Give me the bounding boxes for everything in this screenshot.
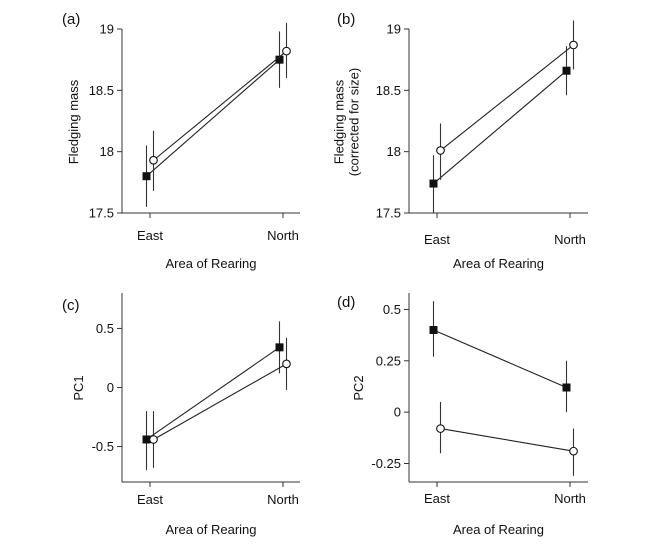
y-tick-label: -0.25 — [371, 456, 401, 471]
data-point-open-circle — [282, 359, 291, 369]
data-point-open-circle — [569, 40, 578, 50]
panel-label: (c) — [62, 297, 80, 314]
data-point-open-circle — [282, 46, 291, 56]
data-point-open-circle — [569, 446, 578, 456]
y-tick-label: 18 — [387, 144, 401, 159]
panel-label: (d) — [337, 294, 355, 311]
data-point-open-circle — [149, 155, 158, 165]
x-tick-label: East — [424, 491, 450, 506]
x-axis-label: Area of Rearing — [165, 522, 256, 537]
series-line — [153, 363, 287, 440]
x-axis-label: Area of Rearing — [453, 522, 544, 537]
data-point-open-circle — [436, 146, 445, 155]
series-line — [440, 428, 574, 452]
y-tick-label: 18.5 — [89, 83, 114, 98]
y-axis-label: PC2 — [351, 375, 366, 400]
x-tick-label: North — [554, 491, 586, 506]
y-tick-label: 0 — [107, 380, 114, 395]
panel-b: (b) 17.5 18 18.5 19 East North Area of Rearing F… — [332, 11, 588, 271]
panel-d: (d) -0.25 0 0.25 0.5 East North Area of Rearing… — [337, 293, 588, 537]
y-tick-label: 0.5 — [96, 321, 114, 336]
y-tick-label: 18.5 — [376, 83, 401, 98]
y-tick-label: 0 — [394, 405, 401, 420]
y-tick-label: 0.25 — [376, 353, 401, 368]
y-tick-label: 18 — [100, 144, 114, 159]
data-point-open-circle — [149, 435, 158, 444]
x-tick-label: East — [424, 232, 450, 247]
data-point-filled-square — [429, 179, 438, 188]
data-point-filled-square — [275, 55, 284, 64]
y-axis-label: Fledging mass — [66, 79, 81, 164]
panel-a: (a) 17.5 18 18.5 19 East North Area of Rearing F… — [62, 11, 300, 271]
x-tick-label: East — [137, 492, 163, 507]
x-tick-label: North — [267, 492, 299, 507]
data-point-filled-square — [142, 172, 151, 181]
series-line — [153, 50, 287, 161]
data-point-open-circle — [436, 424, 445, 433]
data-point-filled-square — [562, 383, 571, 392]
x-tick-label: North — [554, 232, 586, 247]
series-line — [440, 44, 574, 151]
series-line — [146, 59, 280, 177]
series-line — [433, 70, 567, 184]
series-line — [146, 346, 280, 440]
series-line — [433, 329, 567, 389]
panel-c: (c) -0.5 0 0.5 East North Area of Rearing PC1 — [62, 293, 300, 537]
x-tick-label: East — [137, 228, 163, 243]
x-axis-label: Area of Rearing — [453, 256, 544, 271]
x-axis-label: Area of Rearing — [165, 256, 256, 271]
data-point-filled-square — [429, 325, 438, 334]
panel-label: (b) — [337, 11, 355, 28]
data-point-filled-square — [275, 343, 284, 352]
y-axis-label: Fledging mass(corrected for size) — [332, 68, 362, 176]
data-point-filled-square — [562, 66, 571, 75]
y-tick-label: 19 — [387, 22, 401, 37]
x-tick-label: North — [267, 228, 299, 243]
y-tick-label: 17.5 — [376, 206, 401, 221]
data-point-filled-square — [142, 435, 151, 444]
y-tick-label: 0.5 — [383, 302, 401, 317]
y-axis-label: PC1 — [71, 375, 86, 400]
y-tick-label: 19 — [100, 22, 114, 37]
y-tick-label: -0.5 — [92, 439, 114, 454]
panel-label: (a) — [62, 11, 80, 28]
y-tick-label: 17.5 — [89, 206, 114, 221]
